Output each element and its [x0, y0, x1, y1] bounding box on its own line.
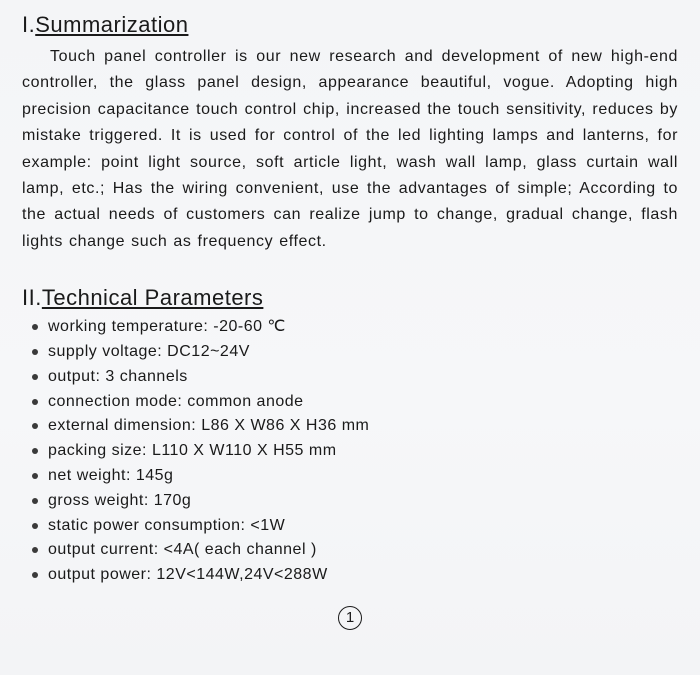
- page-number: 1: [338, 606, 362, 630]
- section1-body: Touch panel controller is our new resear…: [22, 44, 678, 255]
- list-item: static power consumption: <1W: [32, 514, 678, 539]
- section1-heading: I.Summarization: [22, 12, 678, 38]
- list-item: net weight: 145g: [32, 464, 678, 489]
- list-item: output: 3 channels: [32, 365, 678, 390]
- list-item: gross weight: 170g: [32, 489, 678, 514]
- section2-title: Technical Parameters: [42, 285, 264, 310]
- section1-title: Summarization: [35, 12, 188, 37]
- section1-number: I.: [22, 12, 35, 37]
- list-item: connection mode: common anode: [32, 390, 678, 415]
- list-item: supply voltage: DC12~24V: [32, 340, 678, 365]
- list-item: output power: 12V<144W,24V<288W: [32, 563, 678, 588]
- list-item: output current: <4A( each channel ): [32, 538, 678, 563]
- list-item: external dimension: L86 X W86 X H36 mm: [32, 414, 678, 439]
- section2-number: II.: [22, 285, 42, 310]
- document-page: I.Summarization Touch panel controller i…: [0, 0, 700, 675]
- page-number-wrap: 1: [22, 606, 678, 630]
- section2-heading: II.Technical Parameters: [22, 285, 678, 311]
- list-item: packing size: L110 X W110 X H55 mm: [32, 439, 678, 464]
- list-item: working temperature: -20-60 ℃: [32, 315, 678, 340]
- parameters-list: working temperature: -20-60 ℃ supply vol…: [22, 315, 678, 588]
